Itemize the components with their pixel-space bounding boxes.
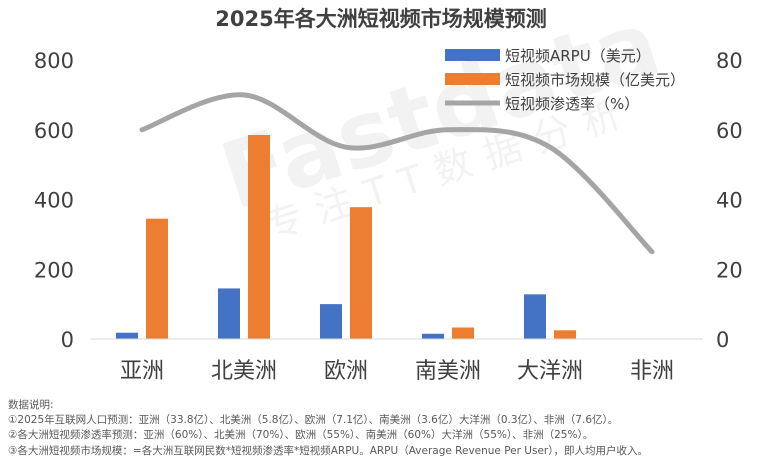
market-size-bar [248,134,270,339]
bar-series [116,134,576,339]
right-axis-tick-label: 0 [716,328,729,352]
notes-header: 数据说明: [8,399,54,411]
left-axis-ticks: 0 200 400 600 800 [34,49,74,352]
notes-line-2: ②各大洲短视频渗透率预测：亚洲（60%）、北美洲（70%）、欧洲（55%）、南美… [8,429,594,442]
chart-title: 2025年各大洲短视频市场规模预测 [215,7,546,31]
legend: 短视频ARPU（美元） 短视频市场规模（亿美元） 短视频渗透率（%） [445,47,685,113]
right-axis-ticks: 0 20 40 60 80 [716,49,743,352]
arpu-bar [524,294,546,339]
left-axis-tick-label: 400 [34,189,74,213]
right-axis-tick-label: 40 [716,189,743,213]
right-axis-tick-label: 60 [716,119,743,143]
legend-label: 短视频渗透率（%） [505,95,639,113]
x-axis-tick-label: 亚洲 [120,359,164,384]
arpu-bar [116,332,138,339]
right-axis-tick-label: 80 [716,49,743,73]
market-size-bar [452,327,474,339]
left-axis-tick-label: 0 [61,328,74,352]
left-axis-tick-label: 800 [34,49,74,73]
legend-swatch [445,49,500,61]
arpu-bar [422,333,444,339]
x-axis-tick-label: 大洋洲 [517,359,583,384]
legend-label: 短视频市场规模（亿美元） [505,71,685,89]
market-size-bar [554,330,576,339]
left-axis-tick-label: 600 [34,119,74,143]
legend-label: 短视频ARPU（美元） [505,47,651,65]
arpu-bar [218,288,240,339]
x-axis-tick-label: 欧洲 [324,359,368,384]
market-size-bar [146,218,168,339]
x-axis-tick-label: 南美洲 [415,359,481,384]
right-axis-tick-label: 20 [716,258,743,282]
notes-line-1: ①2025年互联网人口预测：亚洲（33.8亿）、北美洲（5.8亿）、欧洲（7.1… [8,414,619,427]
penetration-rate-line [139,92,655,255]
market-size-bar [350,207,372,339]
data-notes: 数据说明: ①2025年互联网人口预测：亚洲（33.8亿）、北美洲（5.8亿）、… [8,398,760,459]
x-axis-tick-label: 北美洲 [211,359,277,384]
x-axis-tick-label: 非洲 [630,359,674,384]
left-axis-tick-label: 200 [34,258,74,282]
x-axis-tick-labels: 亚洲 北美洲 欧洲 南美洲 大洋洲 非洲 [120,359,674,384]
notes-line-3: ③各大洲短视频市场规模：=各大洲互联网民数*短视频渗透率*短视频ARPU。ARP… [8,444,648,457]
arpu-bar [320,304,342,339]
legend-swatch [445,73,500,85]
